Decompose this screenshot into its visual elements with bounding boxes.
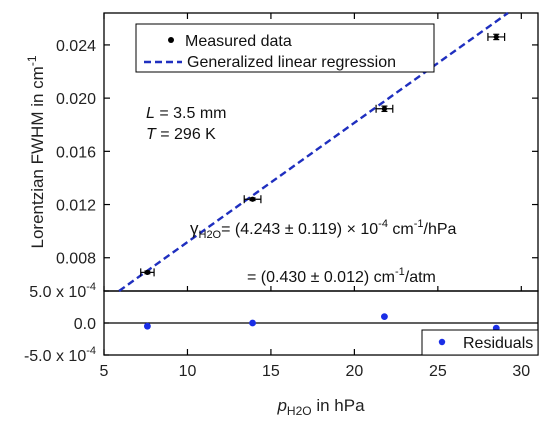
annotation-gamma-unit-b: /hPa	[424, 221, 457, 238]
residual-point	[144, 322, 151, 330]
y-axis-title-superscript: -1	[25, 55, 39, 66]
x-tick-label: 20	[345, 363, 363, 380]
y-tick-label: 0.016	[56, 144, 96, 161]
annotation-length-symbol: L	[146, 105, 155, 122]
annotation-gamma-atm: = (0.430 ± 0.012) cm-1/atm	[247, 266, 436, 286]
x-tick-label: 25	[429, 363, 447, 380]
annotation-gamma-unit-a: cm	[388, 221, 414, 238]
x-axis-title-symbol: p	[276, 396, 286, 415]
y-axis-title: Lorentzian FWHM in cm-1	[25, 55, 47, 248]
measured-data-point	[249, 196, 256, 202]
x-axis-title: pH2O in hPa	[276, 396, 365, 418]
y-tick-label: 0.020	[56, 91, 96, 108]
x-tick-label: 30	[512, 363, 530, 380]
residual-points	[144, 313, 500, 332]
residual-y-tick-mantissa: 5.0 x 10	[29, 284, 86, 301]
y-tick-label: 0.024	[56, 38, 96, 55]
residual-y-tick-mantissa: 0.0	[74, 316, 96, 333]
annotation-gamma-subscript: H2O	[199, 229, 222, 241]
residual-y-tick-label: -5.0 x 10-4	[24, 345, 96, 365]
annotation-gamma-symbol: γ	[190, 219, 199, 238]
annotation-gamma-unit-sup: -1	[414, 218, 424, 230]
residual-point	[381, 313, 388, 320]
legend-label-measured: Measured data	[185, 33, 292, 50]
legend-label-residuals: Residuals	[463, 335, 533, 352]
y-axis-ticks: 0.008 0.012 0.016 0.020 0.024	[56, 38, 538, 268]
y-tick-label: 0.008	[56, 251, 96, 268]
residual-legend: Residuals	[421, 329, 539, 356]
x-axis-ticks: 5 10 15 20 25 30	[100, 13, 530, 380]
annotation-temperature-symbol: T	[146, 126, 157, 143]
annotation-gamma-atm-unit: /atm	[405, 269, 436, 286]
residual-y-tick-label: 5.0 x 10-4	[29, 281, 96, 301]
y-tick-label: 0.012	[56, 198, 96, 215]
residual-y-tick-label: 0.0	[74, 316, 96, 333]
residual-y-tick-exponent: -4	[86, 281, 96, 293]
annotation-gamma-atm-sup: -1	[395, 266, 405, 278]
x-axis-title-subscript: H2O	[287, 404, 312, 418]
residual-y-tick-exponent: -4	[86, 345, 96, 357]
residual-y-tick-mantissa: -5.0 x 10	[24, 348, 86, 365]
x-tick-label: 10	[179, 363, 197, 380]
annotation-temperature-text: = 296 K	[156, 126, 216, 143]
fit-line	[118, 12, 509, 292]
annotation-length: L = 3.5 mm	[146, 105, 226, 122]
annotation-gamma-atm-value: = (0.430 ± 0.012) cm	[247, 269, 395, 286]
residual-y-axis-ticks: 5.0 x 10-40.0-5.0 x 10-4	[24, 281, 109, 365]
legend-label-fit: Generalized linear regression	[187, 54, 396, 71]
residual-point	[249, 319, 256, 327]
annotation-temperature: T = 296 K	[146, 126, 216, 143]
annotation-gamma-exponent: -4	[378, 218, 388, 230]
x-tick-label: 15	[262, 363, 280, 380]
measured-data-point	[381, 106, 388, 112]
x-tick-label: 5	[100, 363, 109, 380]
main-legend: Measured data Generalized linear regress…	[135, 23, 435, 73]
measured-data-points	[140, 32, 506, 277]
y-axis-title-main: Lorentzian FWHM in cm	[28, 66, 47, 248]
annotation-gamma: γH2O= (4.243 ± 0.119) × 10-4 cm-1/hPa	[190, 218, 457, 241]
legend-marker-residuals	[438, 338, 446, 346]
legend-marker-measured	[168, 37, 174, 43]
measured-data-point	[144, 269, 150, 275]
main-legend-box	[135, 23, 435, 73]
annotation-gamma-value: = (4.243 ± 0.119) × 10	[221, 221, 378, 238]
measured-data-point	[493, 34, 499, 40]
x-axis-title-suffix: in hPa	[312, 396, 365, 415]
annotation-length-text: = 3.5 mm	[155, 105, 227, 122]
